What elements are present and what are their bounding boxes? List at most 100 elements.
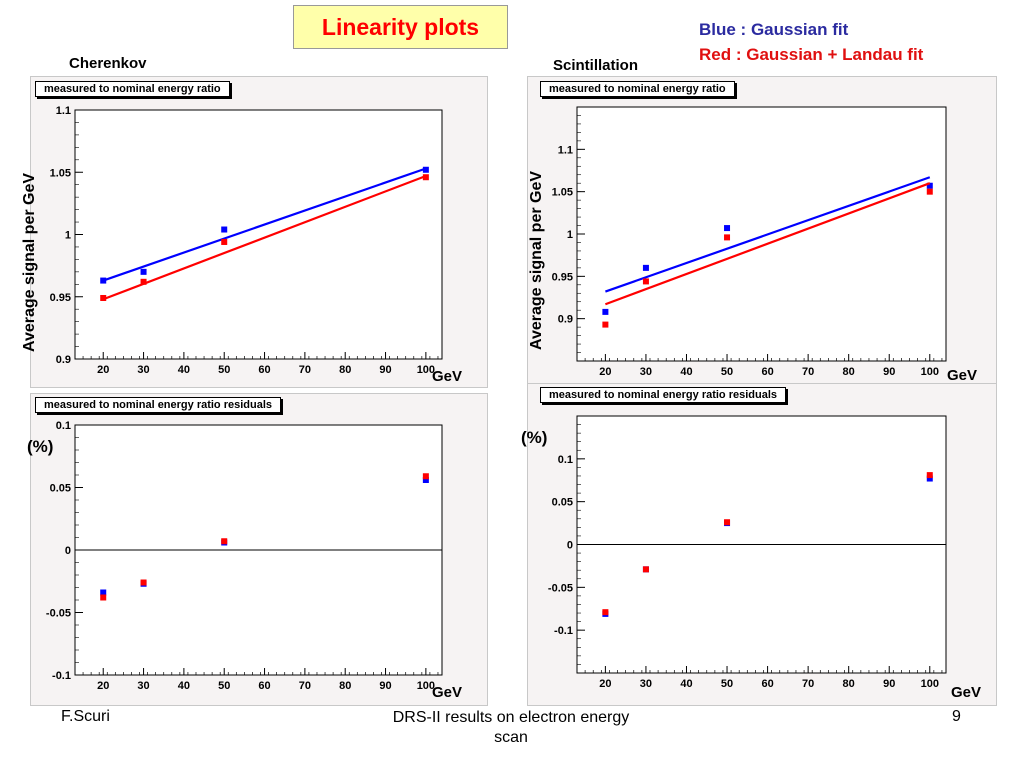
y-tick-label: 1 xyxy=(65,230,71,242)
plot-title: measured to nominal energy ratio residua… xyxy=(540,387,787,403)
x-axis-unit: GeV xyxy=(432,684,463,701)
y-tick-label: 0.1 xyxy=(558,454,573,466)
y-tick-label: -0.1 xyxy=(52,670,71,682)
x-tick-label: 90 xyxy=(883,678,895,690)
data-point xyxy=(724,234,731,241)
y-tick-label: 1 xyxy=(567,229,573,241)
data-point xyxy=(422,477,429,483)
y-tick-label: -0.05 xyxy=(46,608,71,620)
fit-line xyxy=(605,176,931,293)
x-tick-label: 90 xyxy=(883,366,895,378)
x-tick-label: 80 xyxy=(843,678,855,690)
data-point xyxy=(140,268,147,275)
y-tick-label: 1.1 xyxy=(56,105,71,117)
x-tick-label: 20 xyxy=(97,364,109,376)
x-tick-label: 90 xyxy=(379,364,391,376)
y-tick-label: 0 xyxy=(65,545,71,557)
data-point xyxy=(926,182,933,189)
x-tick-label: 90 xyxy=(379,680,391,692)
data-point xyxy=(926,188,933,195)
plot-frame xyxy=(576,106,947,362)
y-tick-label: 1.05 xyxy=(50,167,71,179)
footer-title-line2: scan xyxy=(494,729,528,746)
x-tick-label: 20 xyxy=(97,680,109,692)
data-point xyxy=(140,579,147,586)
x-tick-label: 30 xyxy=(137,680,149,692)
x-tick-label: 40 xyxy=(680,678,692,690)
y-tick-label: 0.05 xyxy=(552,497,573,509)
y-tick-label: 0.9 xyxy=(56,354,71,366)
data-point xyxy=(926,472,933,479)
data-point xyxy=(221,538,228,545)
x-axis-unit: GeV xyxy=(947,367,978,384)
x-axis-unit: GeV xyxy=(432,368,463,385)
section-label-cherenkov: Cherenkov xyxy=(69,55,147,72)
data-point xyxy=(926,475,933,482)
data-point xyxy=(221,226,228,233)
x-axis-unit: GeV xyxy=(951,684,982,701)
x-tick-label: 80 xyxy=(843,366,855,378)
x-tick-label: 40 xyxy=(178,364,190,376)
x-tick-label: 100 xyxy=(417,680,435,692)
y-tick-label: -0.05 xyxy=(548,582,573,594)
x-tick-label: 20 xyxy=(599,678,611,690)
x-tick-label: 100 xyxy=(921,366,939,378)
x-tick-label: 60 xyxy=(258,680,270,692)
data-point xyxy=(602,321,609,328)
x-tick-label: 30 xyxy=(137,364,149,376)
y-tick-label: 0.1 xyxy=(56,420,71,432)
x-tick-label: 50 xyxy=(721,366,733,378)
x-tick-label: 40 xyxy=(178,680,190,692)
footer-title: DRS-II results on electron energy scan xyxy=(361,708,661,748)
data-point xyxy=(422,166,429,173)
data-point xyxy=(100,277,107,284)
data-point xyxy=(140,278,147,285)
data-point xyxy=(602,609,609,616)
data-point xyxy=(642,566,649,573)
data-point xyxy=(100,294,107,301)
y-tick-label: 0 xyxy=(567,540,573,552)
data-point xyxy=(422,174,429,181)
x-tick-label: 70 xyxy=(299,364,311,376)
plot-title: measured to nominal energy ratio xyxy=(540,81,735,97)
y-tick-label: 0.95 xyxy=(552,271,573,283)
x-tick-label: 50 xyxy=(218,680,230,692)
x-tick-label: 50 xyxy=(721,678,733,690)
x-tick-label: 80 xyxy=(339,680,351,692)
residual-unit-label: (%) xyxy=(27,437,54,456)
x-tick-label: 100 xyxy=(921,678,939,690)
x-tick-label: 70 xyxy=(802,366,814,378)
footer-author: F.Scuri xyxy=(61,708,110,725)
x-tick-label: 30 xyxy=(640,366,652,378)
y-tick-label: 1.1 xyxy=(558,144,573,156)
y-tick-label: 0.95 xyxy=(50,292,71,304)
footer-page-number: 9 xyxy=(952,708,961,725)
plot-title: measured to nominal energy ratio residua… xyxy=(35,397,282,413)
x-tick-label: 60 xyxy=(761,678,773,690)
slide-title: Linearity plots xyxy=(293,5,508,49)
y-tick-label: -0.1 xyxy=(554,625,573,637)
legend-red-text: Red : Gaussian + Landau fit xyxy=(699,45,924,64)
data-point xyxy=(724,519,731,526)
data-point xyxy=(724,225,731,232)
section-label-scintillation: Scintillation xyxy=(553,57,639,74)
x-tick-label: 100 xyxy=(417,364,435,376)
fit-line xyxy=(102,174,427,301)
y-tick-label: 0.9 xyxy=(558,314,573,326)
data-point xyxy=(602,308,609,315)
x-tick-label: 80 xyxy=(339,364,351,376)
x-tick-label: 70 xyxy=(299,680,311,692)
data-point xyxy=(100,589,107,596)
data-point xyxy=(642,264,649,271)
data-point xyxy=(221,238,228,245)
residual-unit-label: (%) xyxy=(521,428,548,447)
plot-title: measured to nominal energy ratio xyxy=(35,81,230,97)
x-tick-label: 60 xyxy=(761,366,773,378)
x-tick-label: 30 xyxy=(640,678,652,690)
x-tick-label: 20 xyxy=(599,366,611,378)
fit-line xyxy=(102,167,427,282)
data-point xyxy=(422,473,429,480)
data-point xyxy=(642,278,649,285)
y-tick-label: 1.05 xyxy=(552,187,573,199)
